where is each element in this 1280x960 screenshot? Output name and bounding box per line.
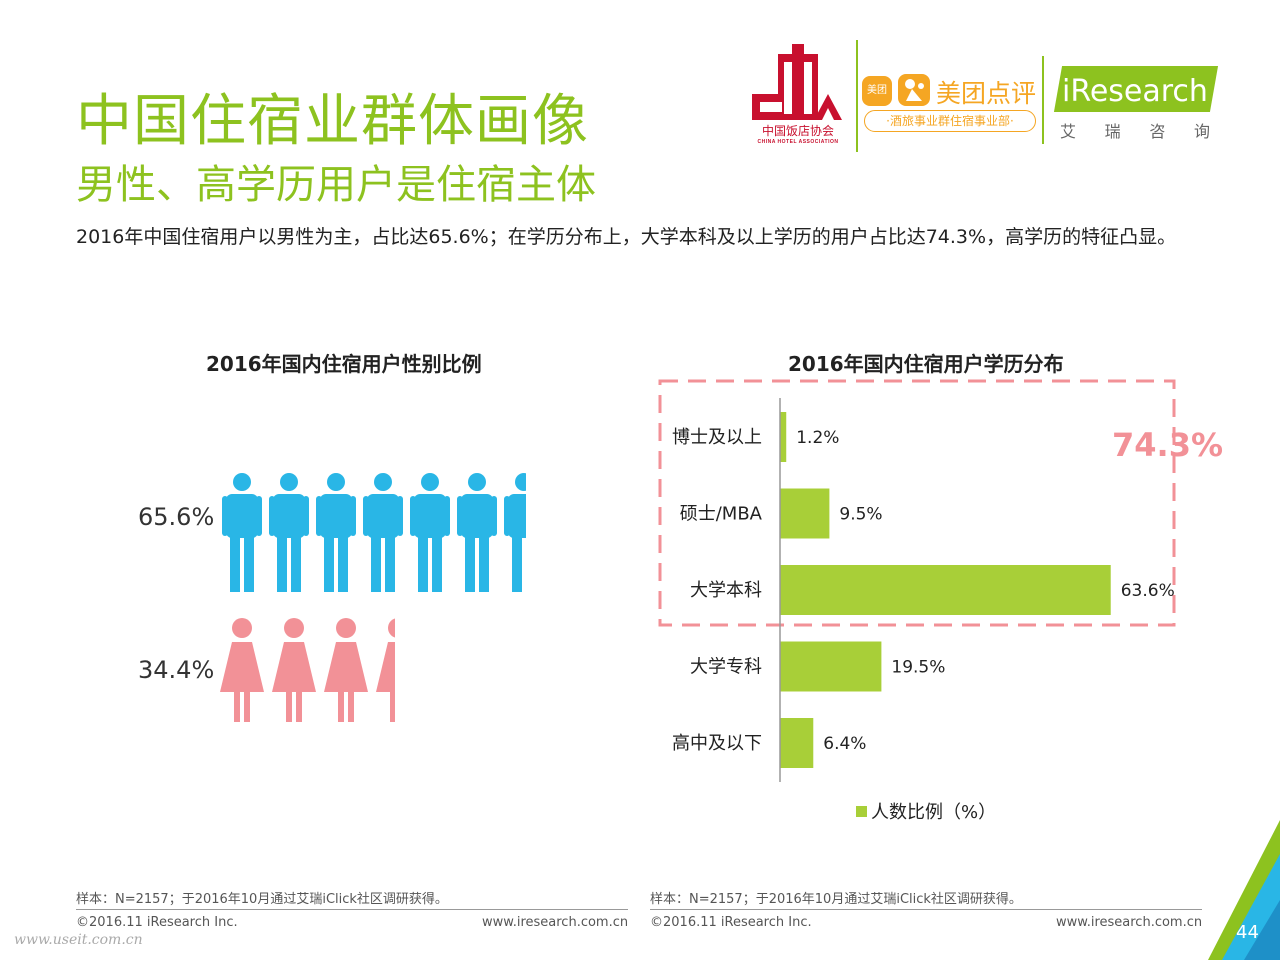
male-person-icon (457, 472, 497, 592)
cha-name-cn: 中国饭店协会 (761, 124, 834, 138)
footer-url-left: www.iresearch.com.cn (482, 915, 629, 930)
watermark: www.useit.com.cn (14, 932, 143, 948)
chart-legend: 人数比例（%） (856, 798, 996, 824)
footer-note-right: 样本：N=2157；于2016年10月通过艾瑞iClick社区调研获得。 (650, 892, 1022, 907)
bar (780, 718, 814, 768)
bar-value-label: 1.2% (796, 428, 839, 448)
china-hotel-association-logo: 中国饭店协会 CHINA HOTEL ASSOCIATION (742, 40, 854, 150)
legend-label: 人数比例（%） (871, 802, 997, 823)
category-label: 博士及以上 (672, 427, 762, 448)
cha-mark-icon (752, 44, 842, 120)
education-chart-title: 2016年国内住宿用户学历分布 (788, 352, 1064, 376)
male-pictogram-row (222, 472, 533, 592)
footer-rule-left (76, 909, 628, 910)
female-percent-label: 34.4% (138, 656, 215, 684)
iresearch-cn-name: 艾 瑞 咨 询 (1060, 122, 1210, 141)
gender-chart-title: 2016年国内住宿用户性别比例 (206, 352, 482, 376)
iresearch-logo: iResearch 艾 瑞 咨 询 (1053, 66, 1224, 146)
male-person-icon (269, 472, 309, 592)
page-number: 44 (1236, 922, 1259, 943)
bar (780, 488, 830, 539)
logo-divider (1042, 56, 1044, 144)
meituan-dept: ·酒旅事业群住宿事业部· (864, 110, 1036, 132)
dianping-icon (898, 74, 930, 106)
female-person-icon (322, 616, 370, 722)
legend-swatch (856, 805, 867, 817)
footer-copyright-left: ©2016.11 iResearch Inc. (76, 915, 238, 930)
meituan-badge: 美团 (862, 76, 892, 106)
footer-copyright-right: ©2016.11 iResearch Inc. (650, 915, 812, 930)
category-label: 大学专科 (690, 657, 762, 678)
female-person-icon (218, 616, 266, 722)
corner-decoration (1208, 820, 1280, 960)
summary-text: 2016年中国住宿用户以男性为主，占比达65.6%；在学历分布上，大学本科及以上… (76, 226, 1177, 248)
category-label: 高中及以下 (672, 733, 762, 754)
bar (780, 565, 1111, 615)
male-percent-label: 65.6% (138, 503, 215, 531)
meituan-dianping-logo: 美团 美团点评 ·酒旅事业群住宿事业部· (862, 70, 1040, 132)
bar (780, 412, 787, 462)
male-person-icon (504, 472, 526, 592)
category-label: 硕士/MBA (680, 504, 763, 525)
bar-value-label: 63.6% (1121, 581, 1175, 601)
highlight-percent-label: 74.3% (1112, 426, 1224, 464)
logo-divider (856, 40, 858, 152)
female-pictogram-row (218, 616, 399, 722)
footer-url-right: www.iresearch.com.cn (1056, 915, 1203, 930)
iresearch-name: iResearch (1062, 74, 1208, 109)
female-person-icon (374, 616, 395, 722)
cha-name-en: CHINA HOTEL ASSOCIATION (757, 139, 839, 145)
bar-value-label: 19.5% (891, 658, 945, 678)
highlight-box (658, 379, 1176, 627)
footer-rule-right (650, 909, 1202, 910)
male-person-icon (410, 472, 450, 592)
male-person-icon (316, 472, 356, 592)
page-subtitle: 男性、高学历用户是住宿主体 (76, 162, 596, 208)
category-label: 大学本科 (690, 580, 762, 601)
male-person-icon (363, 472, 403, 592)
bar-value-label: 9.5% (839, 505, 882, 525)
page-title: 中国住宿业群体画像 (76, 89, 589, 154)
bar-value-label: 6.4% (823, 734, 866, 754)
bar (780, 641, 882, 692)
footer-note-left: 样本：N=2157；于2016年10月通过艾瑞iClick社区调研获得。 (76, 892, 448, 907)
meituan-name: 美团点评 (936, 79, 1037, 108)
female-person-icon (270, 616, 318, 722)
male-person-icon (222, 472, 262, 592)
